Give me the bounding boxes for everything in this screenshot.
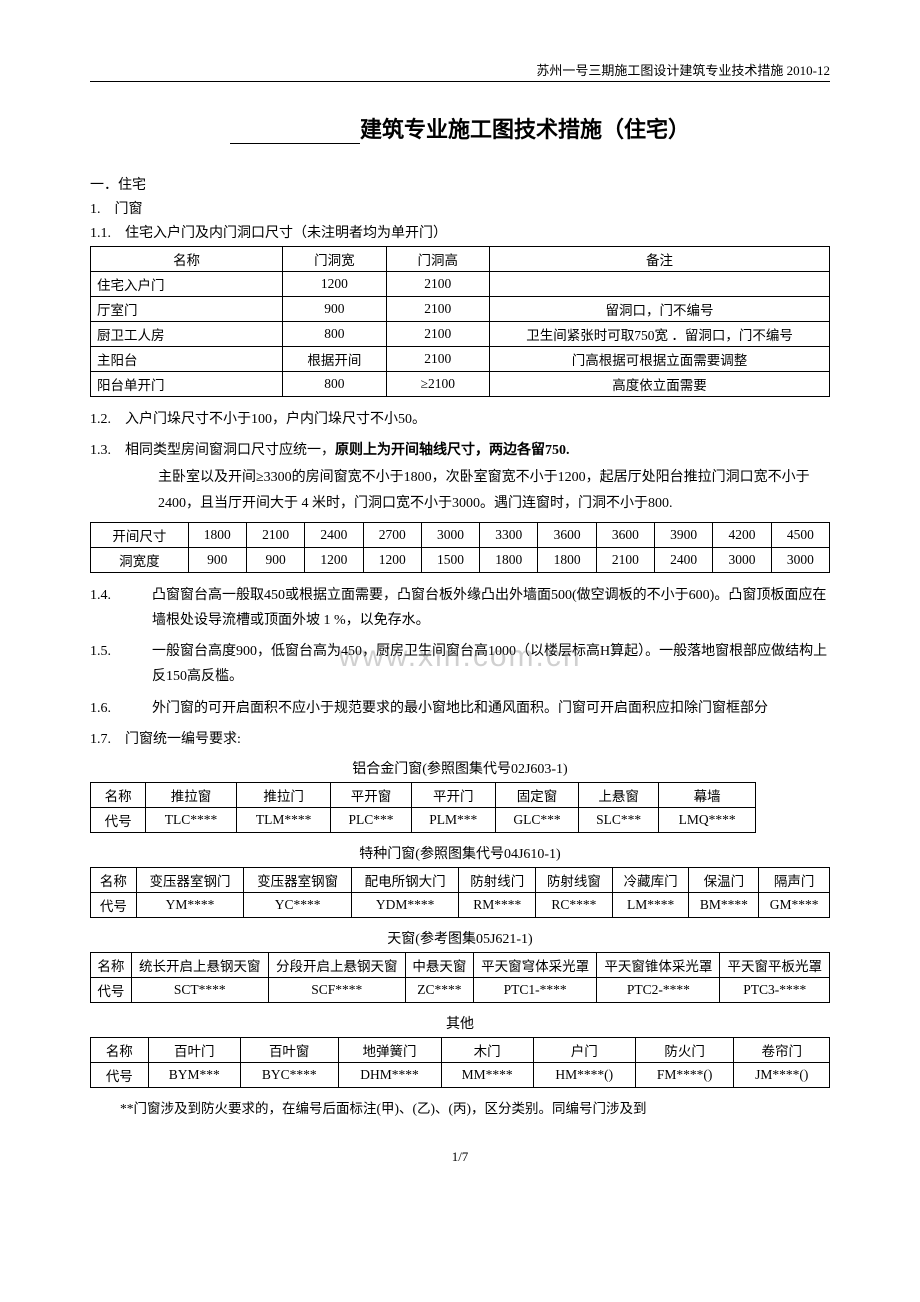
table-skylight: 名称统长开启上悬钢天窗分段开启上悬钢天窗中悬天窗平天窗穹体采光罩平天窗锥体采光罩… bbox=[90, 952, 830, 1003]
section-1-1-5: 1.5. 一般窗台高度900，低窗台高为450，厨房卫生间窗台高1000（以楼层… bbox=[90, 639, 830, 689]
section-1-1-7: 1.7. 门窗统一编号要求: bbox=[90, 727, 830, 752]
sec113-bold: 原则上为开间轴线尺寸，两边各留750. bbox=[335, 443, 570, 458]
section-1-1-3: 1.3. 相同类型房间窗洞口尺寸应统一，原则上为开间轴线尺寸，两边各留750. … bbox=[90, 438, 830, 516]
table-other: 名称百叶门百叶窗地弹簧门木门户门防火门卷帘门代号BYM***BYC****DHM… bbox=[90, 1037, 830, 1088]
sec115-num: 1.5. bbox=[90, 639, 152, 689]
section-1-1: 1. 门窗 bbox=[90, 198, 830, 218]
section-1: 一．住宅 bbox=[90, 174, 830, 194]
document-title: 建筑专业施工图技术措施（住宅） bbox=[90, 112, 830, 144]
section-1-1-2: 1.2. 入户门垛尺寸不小于100，户内门垛尺寸不小50。 bbox=[90, 407, 830, 432]
section-1-1-1: 1.1. 住宅入户门及内门洞口尺寸（未注明者均为单开门） bbox=[90, 222, 830, 242]
title-blank-underline bbox=[230, 143, 360, 144]
title-text: 建筑专业施工图技术措施（住宅） bbox=[360, 117, 690, 142]
caption-special: 特种门窗(参照图集代号04J610-1) bbox=[90, 843, 830, 863]
table-opening-widths: 开间尺寸180021002400270030003300360036003900… bbox=[90, 522, 830, 573]
sec115-body: 一般窗台高度900，低窗台高为450，厨房卫生间窗台高1000（以楼层标高H算起… bbox=[152, 639, 830, 689]
sec113-lead: 1.3. 相同类型房间窗洞口尺寸应统一， bbox=[90, 443, 335, 458]
sec114-num: 1.4. bbox=[90, 583, 152, 633]
sec114-body: 凸窗窗台高一般取450或根据立面需要，凸窗台板外缘凸出外墙面500(做空调板的不… bbox=[152, 583, 830, 633]
table-door-sizes: 名称门洞宽门洞高备注住宅入户门12002100厅室门9002100留洞口，门不编… bbox=[90, 246, 830, 397]
caption-skylight: 天窗(参考图集05J621-1) bbox=[90, 928, 830, 948]
footnote: **门窗涉及到防火要求的，在编号后面标注(甲)、(乙)、(丙)，区分类别。同编号… bbox=[120, 1098, 830, 1120]
sec116-body: 外门窗的可开启面积不应小于规范要求的最小窗地比和通风面积。门窗可开启面积应扣除门… bbox=[152, 696, 830, 721]
table-special: 名称变压器室钢门变压器室钢窗配电所钢大门防射线门防射线窗冷藏库门保温门隔声门代号… bbox=[90, 867, 830, 918]
section-1-1-4: 1.4. 凸窗窗台高一般取450或根据立面需要，凸窗台板外缘凸出外墙面500(做… bbox=[90, 583, 830, 633]
page-header: 苏州一号三期施工图设计建筑专业技术措施 2010-12 bbox=[90, 60, 830, 82]
section-1-1-6: 1.6. 外门窗的可开启面积不应小于规范要求的最小窗地比和通风面积。门窗可开启面… bbox=[90, 696, 830, 721]
sec113-rest: 主卧室以及开间≥3300的房间窗宽不小于1800，次卧室窗宽不小于1200，起居… bbox=[158, 465, 830, 515]
table-aluminum: 名称推拉窗推拉门平开窗平开门固定窗上悬窗幕墙代号TLC****TLM****PL… bbox=[90, 782, 756, 833]
caption-other: 其他 bbox=[90, 1013, 830, 1033]
page-number: 1/7 bbox=[90, 1149, 830, 1165]
caption-aluminum: 铝合金门窗(参照图集代号02J603-1) bbox=[90, 758, 830, 778]
sec116-num: 1.6. bbox=[90, 696, 152, 721]
